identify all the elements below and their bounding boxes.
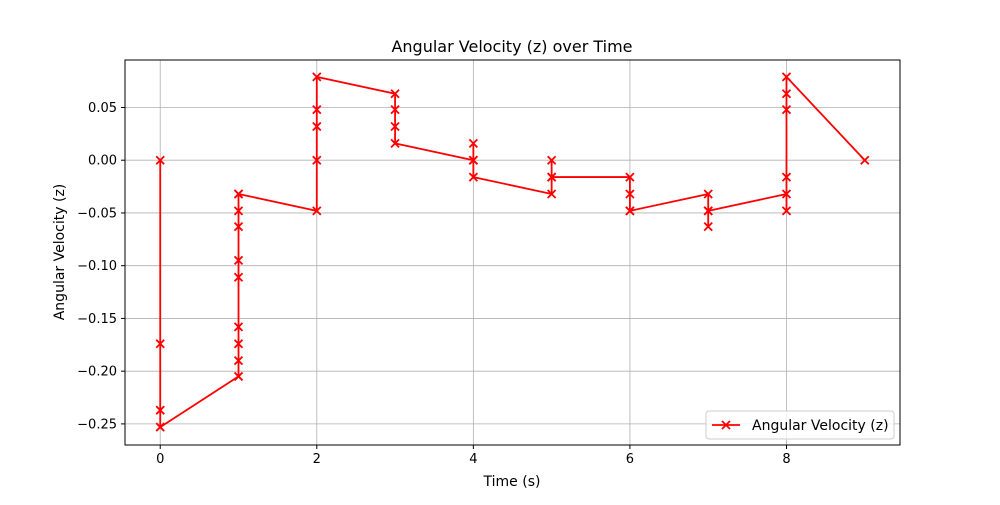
legend-marker-x-icon <box>721 420 731 430</box>
x-tick-label: 4 <box>469 452 477 467</box>
y-tick-label: −0.10 <box>77 259 117 274</box>
y-tick-label: −0.20 <box>77 365 117 380</box>
data-point-marker <box>703 206 713 216</box>
data-point-marker <box>547 155 557 165</box>
data-point-marker <box>312 155 322 165</box>
data-point-marker <box>233 255 244 266</box>
data-point-marker <box>625 189 635 199</box>
y-tick-label: 0.00 <box>88 154 117 169</box>
plot-frame <box>124 59 901 446</box>
y-tick-label: 0.05 <box>88 101 117 116</box>
data-point-marker <box>781 206 792 216</box>
data-point-marker <box>468 138 478 148</box>
data-point-marker <box>155 422 165 432</box>
series-line <box>159 75 866 428</box>
data-point-marker <box>781 189 792 199</box>
data-point-marker <box>703 189 713 199</box>
data-point-marker <box>155 155 165 165</box>
data-point-marker <box>390 121 400 132</box>
legend-box <box>705 410 895 440</box>
y-tick-label: −0.05 <box>77 206 117 221</box>
data-point-marker <box>233 322 244 332</box>
data-point-marker <box>155 339 165 349</box>
data-point-marker <box>233 355 244 366</box>
x-axis-title: Time (s) <box>483 474 541 490</box>
data-point-marker <box>468 172 478 182</box>
data-point-marker <box>233 339 244 349</box>
data-point-marker <box>625 206 635 216</box>
series-layer <box>155 72 870 432</box>
data-point-marker <box>860 155 870 165</box>
data-point-marker <box>703 222 713 232</box>
data-point-marker <box>233 272 244 282</box>
data-point-marker <box>625 172 635 182</box>
data-point-marker <box>547 189 557 199</box>
data-point-marker <box>781 72 792 82</box>
legend-label: Angular Velocity (z) <box>752 418 889 434</box>
data-point-marker <box>390 138 400 148</box>
data-point-marker <box>233 371 244 382</box>
data-point-marker <box>781 89 792 99</box>
x-tick-label: 0 <box>156 452 164 467</box>
data-point-marker <box>312 121 322 132</box>
x-tick-label: 6 <box>626 452 634 467</box>
legend: Angular Velocity (z) <box>705 410 895 440</box>
data-point-marker <box>781 172 792 182</box>
x-axis: 0 2 4 6 8 <box>156 445 791 467</box>
data-point-marker <box>547 172 557 182</box>
data-point-marker <box>390 104 400 115</box>
data-point-marker <box>233 222 244 232</box>
y-tick-label: −0.25 <box>77 417 117 432</box>
y-axis: 0.05 0.00 −0.05 −0.10 −0.15 −0.20 −0.25 <box>77 101 125 432</box>
grid <box>125 60 900 445</box>
data-point-marker <box>155 405 165 415</box>
chart-title: Angular Velocity (z) over Time <box>391 37 632 56</box>
data-point-marker <box>233 206 244 216</box>
x-tick-label: 2 <box>313 452 321 467</box>
data-point-marker <box>233 189 244 199</box>
data-point-marker <box>312 104 322 115</box>
x-tick-label: 8 <box>782 452 790 467</box>
data-point-marker <box>468 155 478 165</box>
data-point-marker <box>312 206 322 216</box>
data-point-marker <box>312 72 322 82</box>
data-point-marker <box>390 89 400 99</box>
y-axis-title: Angular Velocity (z) <box>52 184 68 321</box>
data-point-marker <box>781 104 792 115</box>
y-tick-label: −0.15 <box>77 312 117 327</box>
